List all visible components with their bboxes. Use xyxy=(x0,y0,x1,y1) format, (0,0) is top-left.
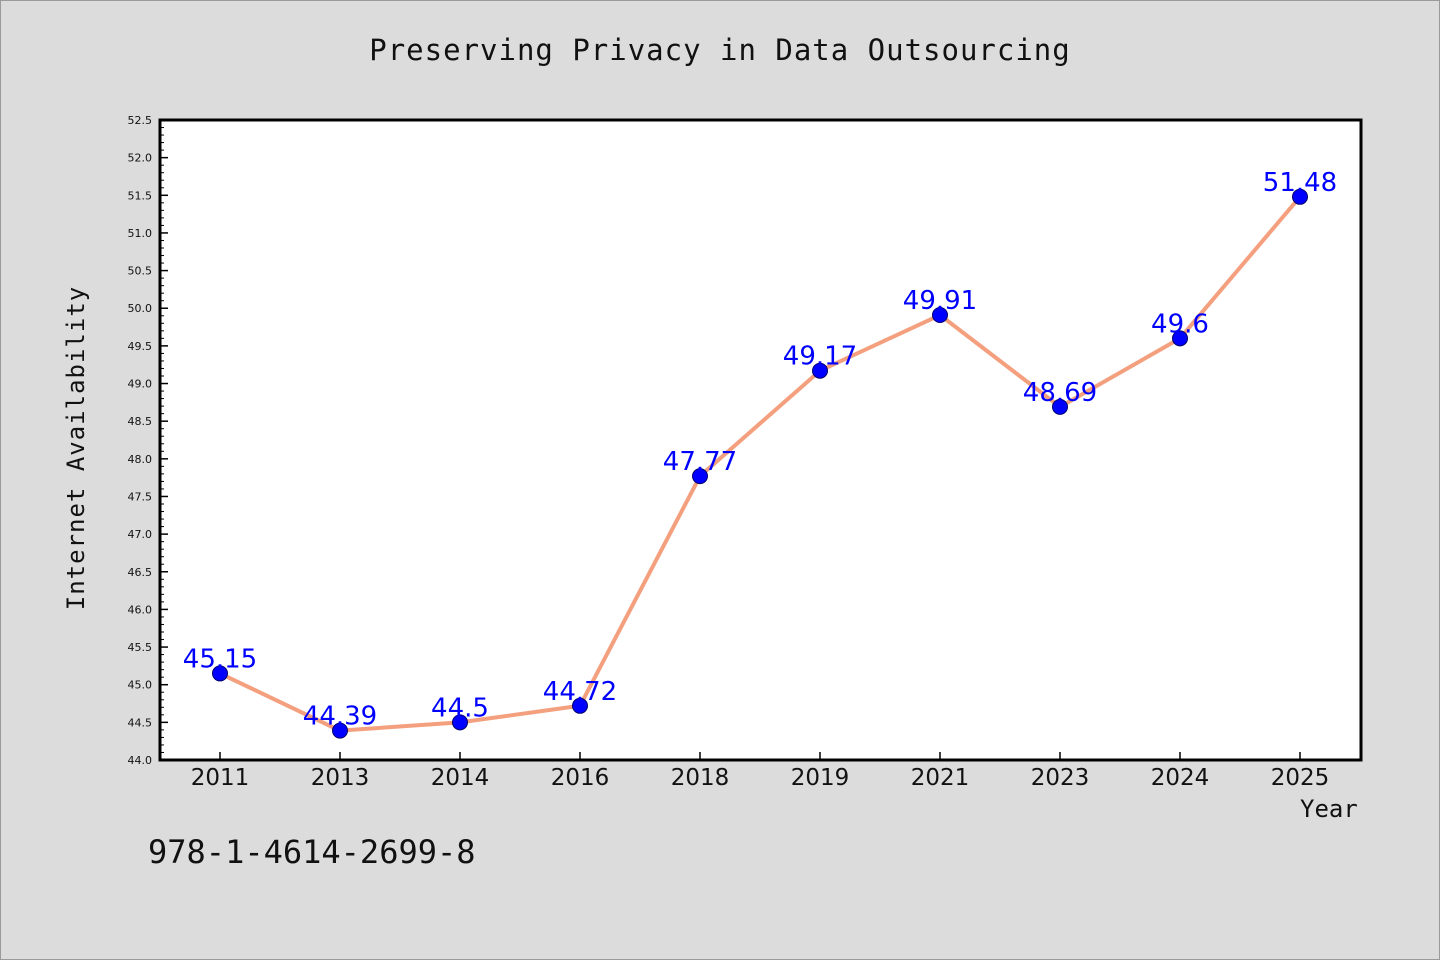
y-tick-label: 45.0 xyxy=(128,679,153,692)
data-point xyxy=(572,697,588,714)
data-label: 45.15 xyxy=(183,644,257,674)
data-label: 49.91 xyxy=(903,286,977,316)
data-point xyxy=(1292,188,1308,205)
y-tick-label: 51.5 xyxy=(128,189,153,202)
y-tick-label: 46.0 xyxy=(128,603,153,616)
data-point xyxy=(332,722,348,739)
series: 45.15 44.39 44.5 44.72 47.77 49.17 49.91 48.69 4… xyxy=(183,168,1337,739)
x-tick-label: 2011 xyxy=(191,765,250,791)
data-label: 44.72 xyxy=(543,677,617,707)
x-tick-label: 2025 xyxy=(1271,765,1330,791)
data-label: 49.17 xyxy=(783,342,857,372)
y-tick-label: 49.5 xyxy=(128,340,153,353)
x-tick-label: 2021 xyxy=(911,765,970,791)
y-tick-label: 47.0 xyxy=(128,528,153,541)
data-point xyxy=(212,665,228,682)
y-tick-label: 48.5 xyxy=(128,415,153,428)
y-tick-label: 47.5 xyxy=(128,490,153,503)
data-label: 48.69 xyxy=(1023,378,1097,408)
y-tick-label: 51.0 xyxy=(128,227,153,240)
data-point xyxy=(452,714,468,731)
x-axis: 2011 2013 2014 2016 2018 2019 2021 2023 2024 2025 xyxy=(191,752,1330,791)
y-tick-label: 45.5 xyxy=(128,641,153,654)
data-label: 44.39 xyxy=(303,702,377,732)
y-axis: 44.0 44.5 45.0 45.5 46.0 46.5 47.0 47.5 48.0 48.5… xyxy=(128,114,168,767)
data-point xyxy=(692,468,708,485)
y-tick-label: 52.5 xyxy=(128,114,153,127)
x-tick-label: 2024 xyxy=(1151,765,1210,791)
y-tick-label: 49.0 xyxy=(128,378,153,391)
data-point xyxy=(1172,330,1188,347)
y-tick-label: 48.0 xyxy=(128,453,153,466)
y-tick-label: 44.0 xyxy=(128,754,153,767)
x-tick-label: 2019 xyxy=(791,765,850,791)
x-tick-label: 2018 xyxy=(671,765,730,791)
data-label: 47.77 xyxy=(663,447,737,477)
plot-area xyxy=(158,118,1363,762)
y-tick-label: 44.5 xyxy=(128,716,153,729)
x-tick-label: 2013 xyxy=(311,765,370,791)
y-tick-label: 52.0 xyxy=(128,152,153,165)
data-point xyxy=(1052,398,1068,415)
x-tick-label: 2016 xyxy=(551,765,610,791)
x-tick-label: 2014 xyxy=(431,765,490,791)
x-tick-label: 2023 xyxy=(1031,765,1090,791)
data-label: 44.5 xyxy=(431,693,489,723)
data-point xyxy=(812,362,828,379)
footnote-isbn: 978-1-4614-2699-8 xyxy=(148,833,476,871)
y-tick-label: 50.5 xyxy=(128,265,153,278)
y-tick-label: 50.0 xyxy=(128,302,153,315)
chart-title: Preserving Privacy in Data Outsourcing xyxy=(369,33,1071,67)
data-label: 49.6 xyxy=(1151,309,1209,339)
data-point xyxy=(932,307,948,324)
x-axis-label: Year xyxy=(1300,795,1358,823)
series-line xyxy=(218,194,1302,733)
y-tick-label: 46.5 xyxy=(128,566,153,579)
data-label: 51.48 xyxy=(1263,168,1337,198)
